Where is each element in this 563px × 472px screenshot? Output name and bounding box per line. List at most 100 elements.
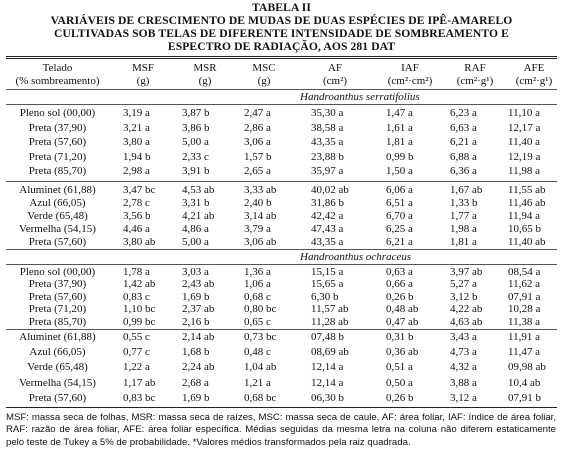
table-cell: 11,10 a [508,107,540,119]
table-cell: 23,88 b [311,150,344,163]
table-cell: 1,81 a [386,136,413,148]
table-cell: 3,19 a [123,107,150,119]
table-cell: 5,27 a [450,278,477,291]
column-header-unit: (g) [198,75,212,87]
row-label: Azul (66,05) [29,346,86,359]
table-cell: 11,57 ab [311,303,349,316]
table-cell: 1,69 b [182,391,210,404]
table-cell: 0,31 b [386,331,414,343]
table-cell: 0,36 ab [386,346,419,359]
table-cell: 3,43 a [450,331,477,343]
table-cell: 0,26 b [386,391,414,404]
column-header-unit: (% sombreamento) [15,75,100,87]
table-cell: 3,06 ab [244,236,277,248]
table-cell: 1,50 a [386,165,413,177]
table-cell: 10,28 a [508,303,541,316]
row-label: Preta (71,20) [28,303,87,316]
table-cell: 11,98 a [508,165,540,177]
row-label: Pleno sol (00,00) [19,266,96,278]
table-cell: 0,83 bc [123,391,156,404]
row-label: Preta (57,60) [28,391,87,404]
table-cell: 2,33 c [182,150,209,163]
table-row: Azul (66,05) 2,78 c 3,31 b 2,40 b 31,86 b 6,5… [0,197,563,209]
table-cell: 0,48 c [244,346,271,359]
table-cell: 12,14 a [311,361,344,374]
table-cell: 1,36 a [244,266,271,278]
column-header-unit: (g) [136,75,150,87]
table-cell: 4,21 ab [182,210,215,222]
table-row: Vermelha (54,15) 4,46 a 4,86 a 3,79 a 47,43 … [0,223,563,235]
table-row: Vermelha (54,15) 1,17 ab 2,68 a 1,21 a 12,14… [0,377,563,389]
table-cell: 4,86 a [182,223,209,235]
table-cell: 35,97 a [311,165,344,177]
row-label: Aluminet (61,88) [19,184,96,196]
table-cell: 0,68 c [244,290,271,303]
table-cell: 1,68 b [182,346,210,359]
column-header-unit: (cm²) [322,75,348,87]
table-cell: 2,47 a [244,107,271,119]
header-rule [6,89,557,90]
table-cell: 1,17 ab [123,376,156,389]
table-cell: 0,73 bc [244,331,277,343]
table-number: TABELA II [252,1,311,14]
table-cell: 1,06 a [244,278,271,291]
row-label: Preta (57,60) [28,236,87,248]
row-label: Azul (66,05) [29,197,86,209]
table-cell: 08,54 a [508,266,541,278]
table-cell: 3,31 b [182,197,210,209]
column-header-unit: (cm²·g¹) [456,75,494,87]
table-cell: 08,69 ab [311,346,349,359]
table-cell: 6,21 a [386,236,413,248]
table-cell: 3,80 a [123,136,150,148]
table-cell: 11,47 a [508,346,540,359]
column-header-unit: (cm²·cm²) [387,75,433,87]
table-row: Preta (85,70) 2,98 a 3,91 b 2,65 a 35,97 a 1,… [0,165,563,177]
table-cell: 2,40 b [244,197,272,209]
table-cell: 11,28 ab [311,315,349,328]
table-cell: 11,46 ab [508,197,546,209]
table-cell: 11,62 a [508,278,540,291]
table-cell: 38,58 a [311,121,344,134]
group-rule-1 [6,181,557,182]
table-cell: 47,43 a [311,223,344,235]
table-cell: 0,55 c [123,331,150,343]
table-cell: 3,79 a [244,223,271,235]
table-cell: 0,83 c [123,290,150,303]
table-cell: 6,23 a [450,107,477,119]
table-cell: 10,65 b [508,223,541,235]
table-top-rule-double [6,58,557,59]
table-cell: 11,40 ab [508,236,546,248]
table-cell: 43,35 a [311,136,344,148]
column-header-label: MSC [252,62,276,74]
table-cell: 3,97 ab [450,266,483,278]
table-cell: 1,77 a [450,210,477,222]
species-rule-2 [6,264,557,265]
table-cell: 0,50 a [386,376,413,389]
table-cell: 6,63 a [450,121,477,134]
species-label-2: Handroanthus ochraceus [300,251,412,263]
table-cell: 0,99 bc [123,315,156,328]
table-cell: 1,10 bc [123,303,156,316]
table-cell: 07,48 b [311,331,344,343]
section-rule [6,249,557,250]
table-row: Verde (65,48) 3,56 b 4,21 ab 3,14 ab 42,42 a… [0,210,563,222]
table-row: Preta (71,20) 1,10 bc 2,37 ab 0,80 bc 11,57 … [0,303,563,315]
table-cell: 6,25 a [386,223,413,235]
table-cell: 6,36 a [450,165,477,177]
table-cell: 11,94 a [508,210,540,222]
table-cell: 1,67 ab [450,184,483,196]
table-cell: 2,86 a [244,121,271,134]
table-cell: 4,22 ab [450,303,483,316]
table-cell: 0,80 bc [244,303,277,316]
table-title-line-2: CULTIVADAS SOB TELAS DE DIFERENTE INTENS… [54,27,509,40]
table-cell: 3,47 bc [123,184,156,196]
table-cell: 1,98 a [450,223,477,235]
species-rule-1 [6,104,557,105]
table-cell: 15,65 a [311,278,344,291]
table-row: Preta (71,20) 1,94 b 2,33 c 1,57 b 23,88 b 0,… [0,151,563,163]
table-cell: 12,14 a [311,376,344,389]
table-row: Preta (57,60) 3,80 ab 5,00 a 3,06 ab 43,35 a… [0,236,563,248]
row-label: Preta (85,70) [28,315,87,328]
table-row: Preta (57,60) 0,83 bc 1,69 b 0,68 bc 06,30 b… [0,392,563,404]
column-header-unit: (g) [257,75,271,87]
